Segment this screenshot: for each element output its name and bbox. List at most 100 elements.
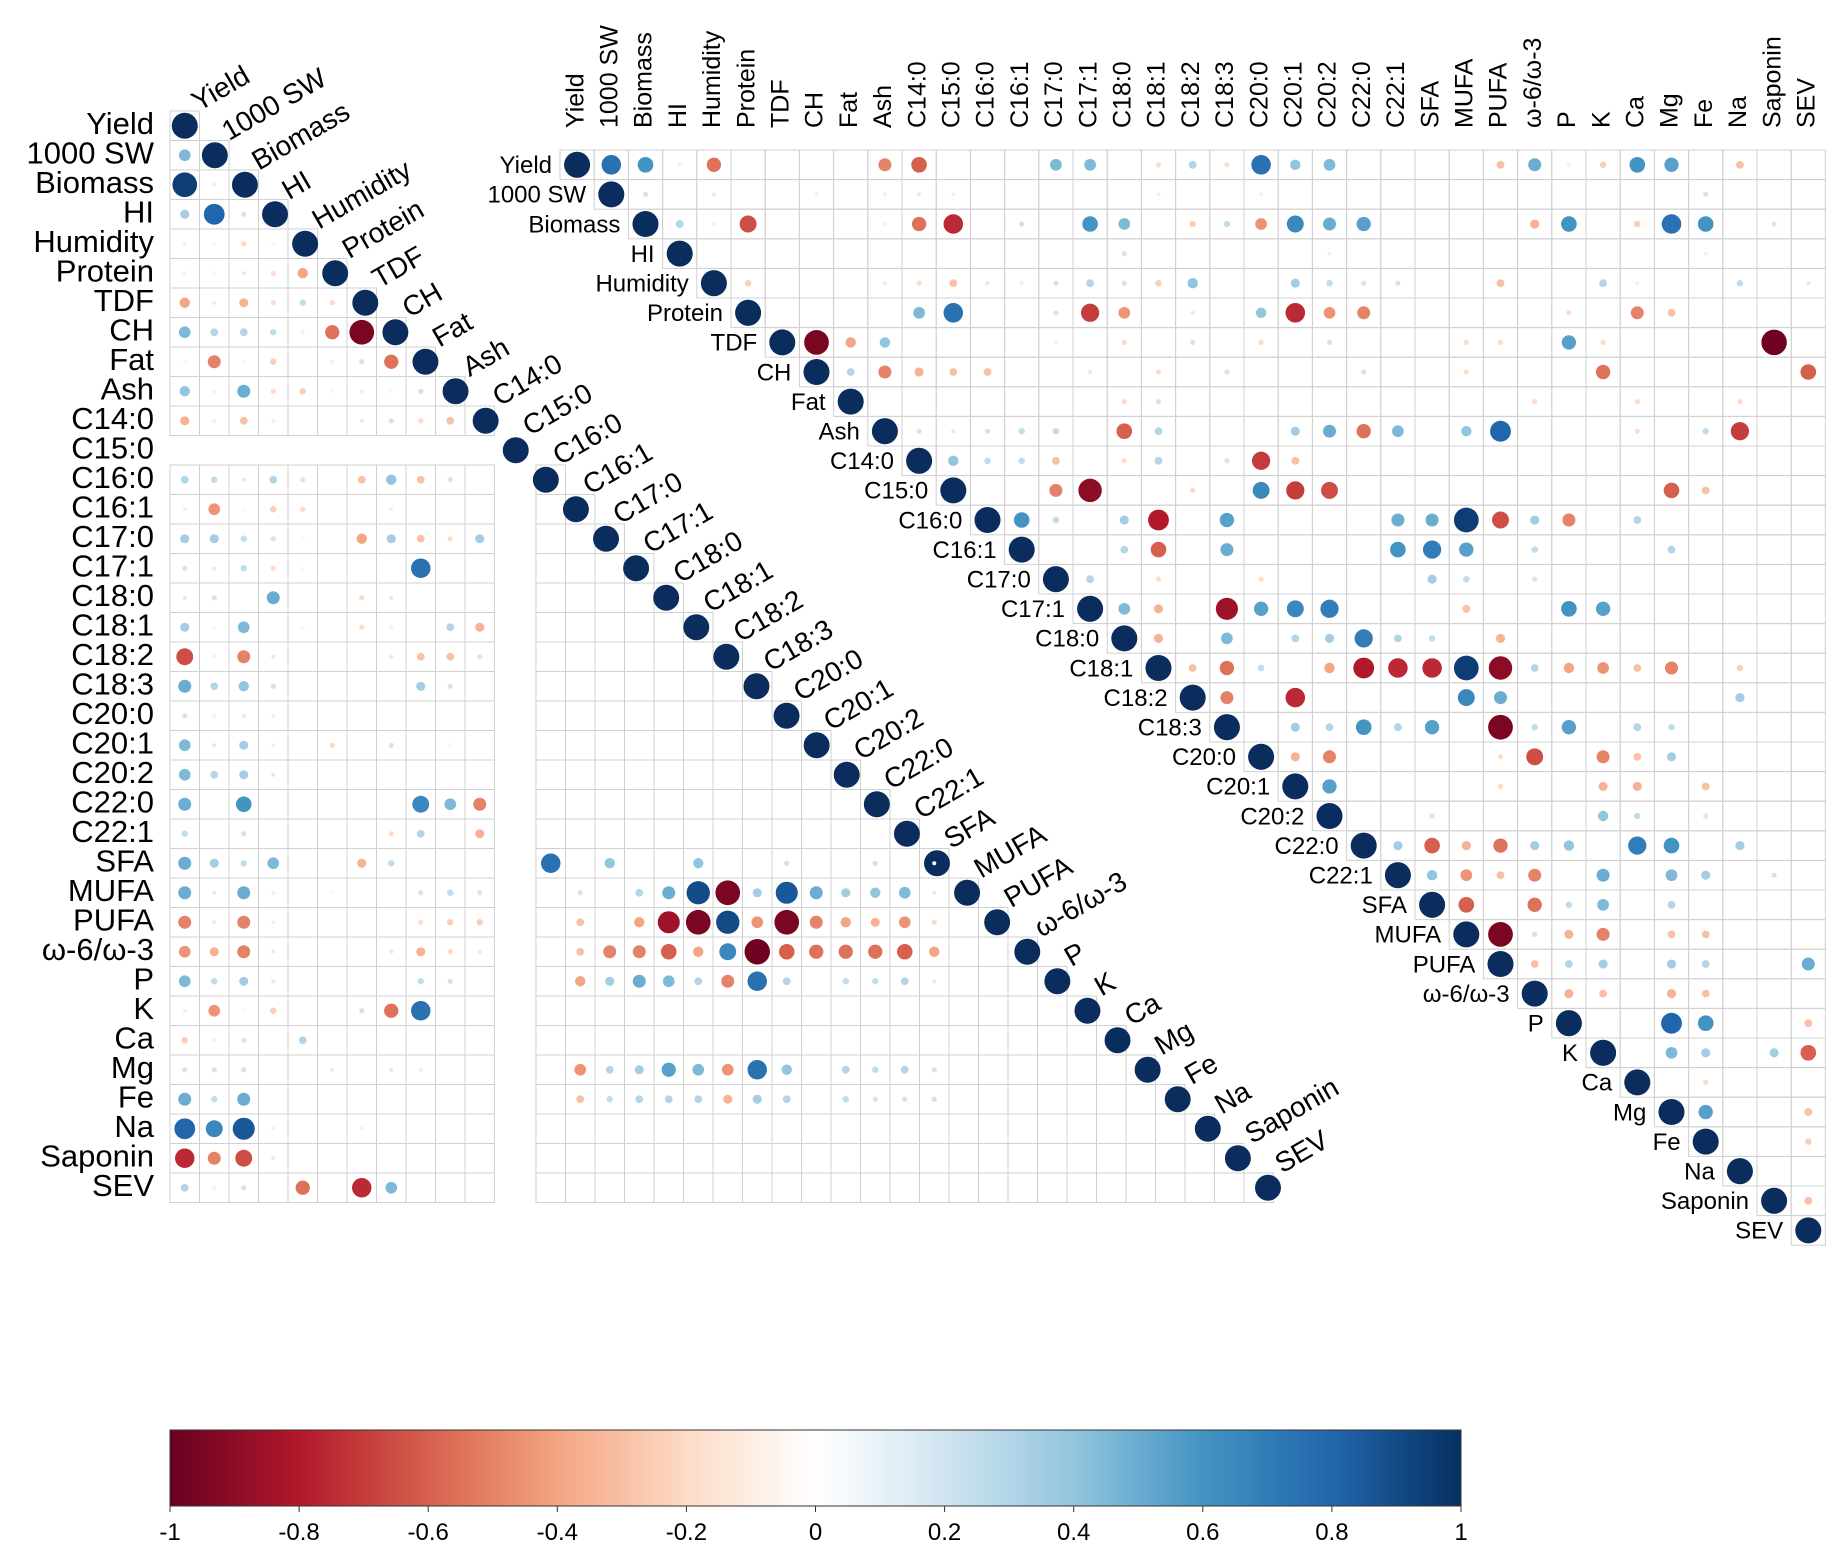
panel-b-column-label: Ca: [1621, 96, 1649, 128]
correlation-mark: [1737, 902, 1742, 907]
correlation-mark: [1190, 458, 1195, 463]
correlation-mark: [1599, 161, 1607, 169]
correlation-mark: [900, 977, 909, 986]
correlation-mark: [271, 949, 276, 954]
grid-cell: [624, 612, 655, 643]
correlation-mark: [1053, 251, 1058, 256]
correlation-mark: [300, 831, 305, 836]
grid-cell: [624, 1172, 655, 1203]
correlation-mark: [1219, 512, 1235, 528]
correlation-mark: [1215, 597, 1238, 620]
grid-cell: [948, 995, 979, 1026]
correlation-mark: [1357, 306, 1371, 320]
diagonal-mark: [593, 525, 619, 552]
correlation-mark: [1595, 601, 1611, 616]
correlation-mark: [330, 1008, 335, 1013]
grid-cell: [1066, 1143, 1097, 1174]
correlation-mark: [1737, 370, 1742, 374]
correlation-mark: [1669, 370, 1674, 374]
panel-b-row-label: Yield: [500, 152, 552, 179]
correlation-mark: [447, 536, 453, 542]
correlation-mark: [666, 861, 671, 866]
correlation-mark: [1635, 932, 1640, 937]
correlation-mark: [239, 740, 249, 750]
correlation-mark: [1665, 1046, 1678, 1059]
correlation-mark: [182, 507, 187, 512]
correlation-mark: [1772, 1110, 1777, 1114]
grid-cell: [978, 1143, 1009, 1174]
correlation-mark: [848, 251, 853, 256]
grid-cell: [1756, 415, 1792, 447]
correlation-mark: [1322, 217, 1337, 231]
correlation-mark: [359, 713, 364, 718]
grid-cell: [1790, 1215, 1826, 1246]
correlation-mark: [359, 1126, 364, 1131]
correlation-mark: [882, 192, 887, 197]
diagonal-mark: [1194, 1115, 1221, 1142]
grid-cell: [948, 1084, 979, 1115]
grid-cell: [464, 1172, 495, 1203]
correlation-mark: [241, 713, 246, 718]
correlation-mark: [985, 251, 990, 256]
grid-cell: [653, 641, 684, 672]
correlation-mark: [359, 1156, 364, 1161]
grid-cell: [535, 1025, 566, 1056]
correlation-mark: [1667, 308, 1676, 317]
correlation-mark: [985, 192, 990, 197]
correlation-mark: [237, 945, 251, 959]
correlation-mark: [1463, 575, 1470, 583]
correlation-mark: [241, 1008, 246, 1013]
correlation-mark: [241, 359, 246, 364]
correlation-mark: [448, 595, 453, 600]
correlation-mark: [418, 743, 423, 748]
correlation-mark: [1806, 281, 1811, 286]
grid-cell: [712, 1025, 743, 1056]
grid-cell: [1790, 534, 1826, 565]
correlation-mark: [1361, 547, 1366, 552]
panel-a-row-label: Fe: [118, 1080, 154, 1115]
grid-cell: [771, 1113, 802, 1144]
grid-cell: [683, 1025, 714, 1056]
correlation-mark: [1019, 340, 1024, 345]
grid-cell: [742, 1172, 773, 1203]
panel-b-row-label: Ash: [818, 418, 859, 445]
correlation-mark: [1772, 695, 1777, 700]
correlation-mark: [1019, 370, 1024, 374]
grid-cell: [1007, 995, 1038, 1026]
grid-cell: [1096, 1054, 1127, 1085]
correlation-mark: [1806, 991, 1811, 996]
correlation-mark: [1737, 577, 1742, 582]
correlation-mark: [329, 742, 335, 748]
correlation-mark: [1395, 370, 1400, 374]
correlation-mark: [1737, 310, 1742, 315]
grid-cell: [978, 1172, 1009, 1203]
grid-cell: [535, 523, 566, 554]
correlation-mark: [475, 829, 485, 839]
diagonal-mark: [562, 496, 589, 523]
correlation-mark: [1805, 1138, 1812, 1145]
correlation-mark: [1395, 814, 1400, 818]
grid-cell: [830, 1172, 861, 1203]
correlation-mark: [1668, 723, 1675, 731]
correlation-mark: [237, 384, 251, 398]
panel-a-diagonal-label: P: [1059, 936, 1091, 972]
correlation-mark: [1122, 488, 1127, 493]
correlation-mark: [677, 162, 682, 167]
correlation-mark: [300, 625, 305, 630]
panel-b: Yield 1000 SW Biomass HI Humidity Protein TDF C…: [487, 25, 1826, 1246]
grid-cell: [1125, 1172, 1156, 1203]
correlation-mark: [182, 271, 187, 276]
correlation-mark: [211, 978, 218, 985]
diagonal-mark: [1248, 743, 1275, 770]
correlation-mark: [239, 328, 248, 337]
correlation-mark: [1703, 251, 1708, 256]
correlation-mark: [1635, 991, 1640, 996]
correlation-mark: [1669, 577, 1674, 582]
correlation-mark: [1772, 666, 1777, 670]
correlation-mark: [1156, 251, 1161, 256]
correlation-mark: [1361, 369, 1367, 375]
correlation-mark: [386, 474, 397, 485]
correlation-mark: [1324, 662, 1335, 674]
correlation-mark: [1395, 488, 1400, 493]
correlation-mark: [1669, 606, 1674, 611]
